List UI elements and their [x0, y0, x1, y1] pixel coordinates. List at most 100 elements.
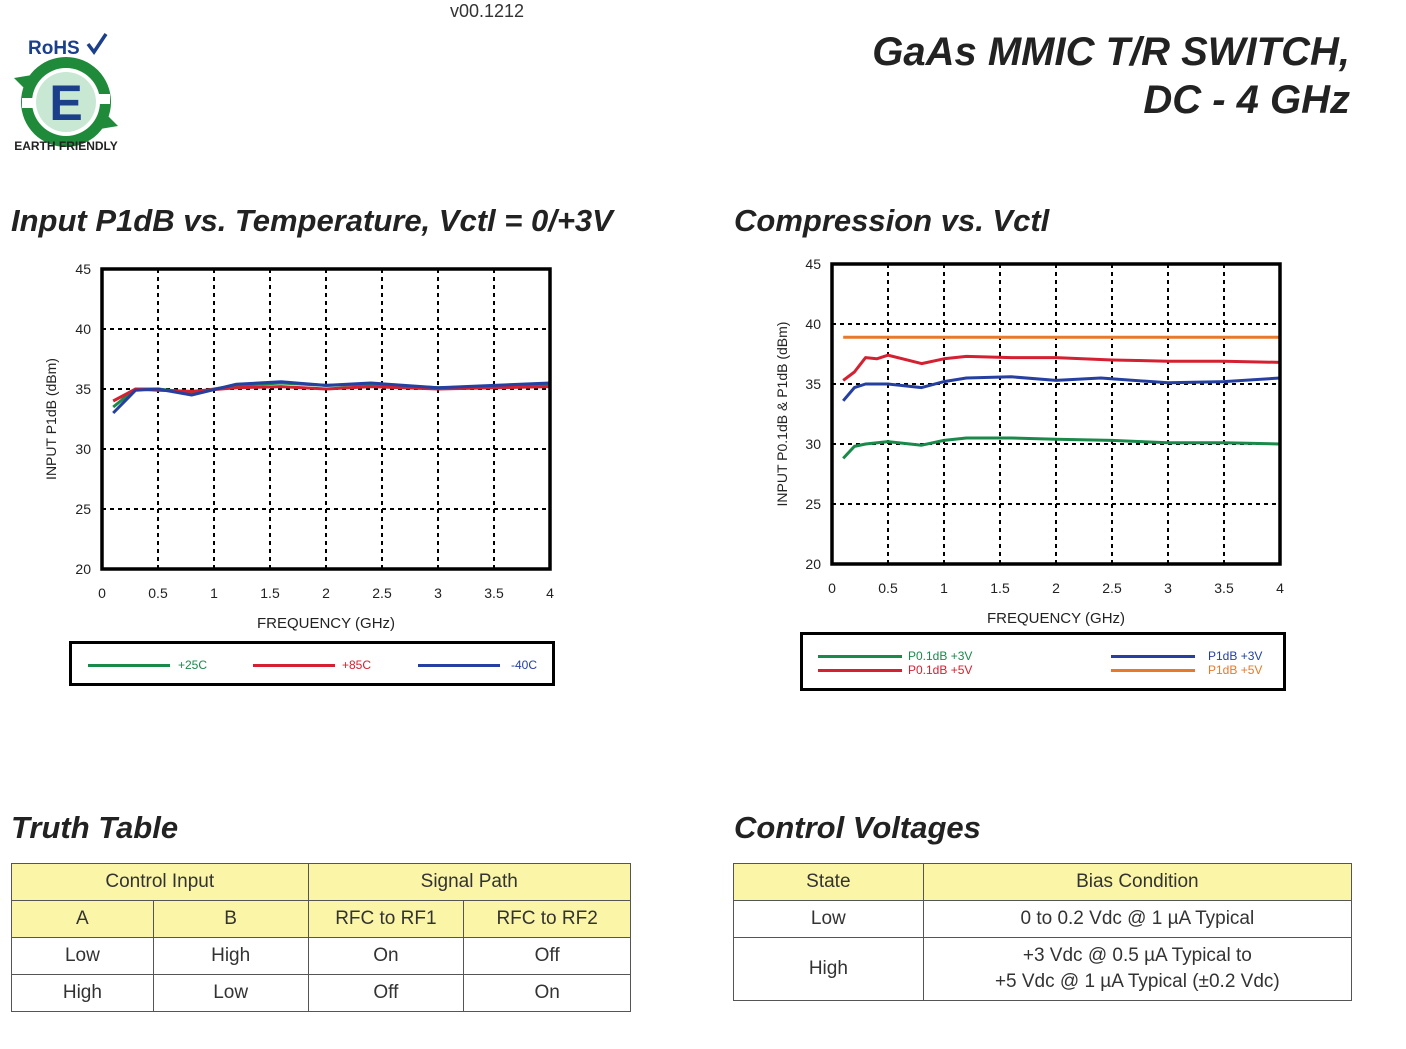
legend-label: P1dB +3V	[1208, 649, 1263, 663]
table-cell: Off	[307, 974, 465, 1012]
legend-swatch	[1111, 655, 1195, 658]
y-tick-label: 45	[75, 261, 91, 277]
legend-label: +25C	[178, 658, 208, 672]
document-title: GaAs MMIC T/R SWITCH, DC - 4 GHz	[872, 28, 1350, 124]
y-tick-label: 35	[805, 376, 821, 392]
plot-frame	[830, 262, 1282, 566]
legend-swatch	[418, 664, 500, 667]
x-tick-label: 2	[322, 585, 330, 601]
y-tick-label: 20	[75, 561, 91, 577]
truth-table: Control Input Signal Path A B RFC to RF1…	[11, 863, 632, 1012]
y-tick-label: 35	[75, 381, 91, 397]
table-row: High Low Off On	[11, 974, 631, 1012]
y-tick-label: 45	[805, 256, 821, 272]
plot-frame	[100, 267, 552, 571]
table-row: High +3 Vdc @ 0.5 µA Typical to +5 Vdc @…	[733, 937, 1353, 1001]
logo-letter: E	[49, 75, 82, 131]
table-cell: On	[307, 937, 465, 975]
chart1-legend: +25C +85C -40C	[69, 641, 555, 686]
legend-swatch	[818, 655, 902, 658]
header-state: State	[733, 863, 924, 901]
group-header-control-input: Control Input	[11, 863, 309, 901]
y-tick-label: 30	[805, 436, 821, 452]
x-tick-label: 0.5	[148, 585, 168, 601]
x-axis-label: FREQUENCY (GHz)	[257, 615, 395, 632]
x-tick-label: 2.5	[1102, 580, 1122, 596]
x-tick-label: 3	[434, 585, 442, 601]
legend-swatch	[253, 664, 335, 667]
table-cell: High	[11, 974, 154, 1012]
legend-label: +85C	[342, 658, 372, 672]
control-voltages-table: State Bias Condition Low 0 to 0.2 Vdc @ …	[733, 863, 1353, 1001]
series-line	[842, 436, 1281, 460]
legend-label: P1dB +5V	[1208, 663, 1263, 677]
chart1-title: Input P1dB vs. Temperature, Vctl = 0/+3V	[11, 203, 613, 238]
x-tick-label: 0	[98, 585, 106, 601]
y-tick-label: 30	[75, 441, 91, 457]
x-tick-label: 3.5	[484, 585, 504, 601]
x-axis-label: FREQUENCY (GHz)	[987, 610, 1125, 627]
legend-swatch	[88, 664, 170, 667]
p1db-temperature-chart: 0 0.5 1 1.5 2 2.5 3 3.5 4 20 25 30 35 40 45 FREQUENCY (…	[43, 261, 554, 632]
table-row: Low High On Off	[11, 937, 631, 975]
x-tick-label: 2	[1052, 580, 1060, 596]
table-cell: +3 Vdc @ 0.5 µA Typical to +5 Vdc @ 1 µA…	[922, 937, 1353, 1001]
truth-table-title: Truth Table	[11, 810, 179, 845]
y-tick-label: 40	[75, 321, 91, 337]
check-icon	[86, 33, 108, 56]
x-tick-label: 2.5	[372, 585, 392, 601]
bias-line-1: +3 Vdc @ 0.5 µA Typical to	[1022, 945, 1252, 966]
version-label: v00.1212	[450, 1, 525, 21]
sub-header-b: B	[152, 900, 309, 938]
rohs-text: RoHS	[28, 38, 80, 59]
rohs-earth-friendly-logo: RoHS E EARTH FRIENDLY	[14, 33, 118, 153]
table-cell: Low	[733, 900, 924, 938]
control-voltages-header-row: State Bias Condition	[733, 863, 1353, 901]
table-cell: Off	[463, 937, 631, 975]
x-tick-label: 4	[1276, 580, 1284, 596]
y-tick-label: 20	[805, 556, 821, 572]
x-tick-label: 1.5	[260, 585, 280, 601]
table-cell: High	[152, 937, 309, 975]
header-bias-condition: Bias Condition	[922, 863, 1353, 901]
title-line-1: GaAs MMIC T/R SWITCH,	[872, 30, 1350, 74]
table-cell: 0 to 0.2 Vdc @ 1 µA Typical	[922, 900, 1353, 938]
earth-friendly-recycle-icon	[14, 57, 118, 147]
series-line	[842, 375, 1281, 402]
table-row: Low 0 to 0.2 Vdc @ 1 µA Typical	[733, 900, 1353, 938]
x-tick-label: 1.5	[990, 580, 1010, 596]
x-tick-label: 1	[940, 580, 948, 596]
compression-vctl-chart: 0 0.5 1 1.5 2 2.5 3 3.5 4 20 25 30 35 40 45 FREQUENCY (…	[774, 256, 1284, 627]
table-cell: High	[733, 937, 924, 1001]
x-tick-label: 3.5	[1214, 580, 1234, 596]
y-tick-label: 40	[805, 316, 821, 332]
series-line	[842, 353, 1281, 382]
legend-swatch	[818, 669, 902, 672]
logo-tagline: EARTH FRIENDLY	[14, 139, 118, 153]
x-tick-label: 1	[210, 585, 218, 601]
chart2-title: Compression vs. Vctl	[734, 203, 1050, 238]
truth-table-sub-header-row: A B RFC to RF1 RFC to RF2	[11, 900, 631, 938]
truth-table-group-header-row: Control Input Signal Path	[11, 863, 632, 901]
sub-header-rfc-rf1: RFC to RF1	[307, 900, 465, 938]
chart2-legend: P0.1dB +3V P0.1dB +5V P1dB +3V P1dB +5V	[800, 632, 1286, 691]
group-header-signal-path: Signal Path	[307, 863, 632, 901]
x-tick-label: 0	[828, 580, 836, 596]
series-line	[112, 380, 551, 415]
table-cell: Low	[11, 937, 154, 975]
x-tick-label: 4	[546, 585, 554, 601]
title-line-2: DC - 4 GHz	[1143, 78, 1350, 122]
y-tick-label: 25	[75, 501, 91, 517]
legend-label: -40C	[511, 658, 538, 672]
sub-header-a: A	[11, 900, 154, 938]
legend-label: P0.1dB +5V	[908, 663, 973, 677]
bias-line-2: +5 Vdc @ 1 µA Typical (±0.2 Vdc)	[994, 971, 1280, 992]
y-axis-label: INPUT P1dB (dBm)	[43, 358, 59, 480]
control-voltages-title: Control Voltages	[734, 810, 981, 845]
table-cell: Low	[152, 974, 309, 1012]
y-axis-label: INPUT P0.1dB & P1dB (dBm)	[774, 322, 790, 507]
y-tick-label: 25	[805, 496, 821, 512]
x-tick-label: 0.5	[878, 580, 898, 596]
sub-header-rfc-rf2: RFC to RF2	[463, 900, 631, 938]
legend-swatch	[1111, 669, 1195, 672]
